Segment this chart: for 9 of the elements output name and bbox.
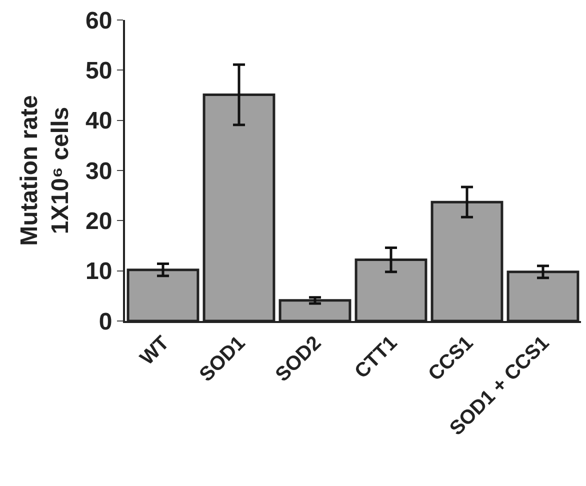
y-tick-label: 40 [85, 108, 112, 135]
y-tick-label: 60 [85, 7, 112, 34]
y-tick-label: 30 [85, 158, 112, 185]
y-tick-label: 20 [85, 208, 112, 236]
y-axis-title: Mutation rate 1X10⁶ cells [16, 95, 74, 246]
y-tick-label: 50 [85, 58, 112, 85]
y-tick-label: 10 [85, 258, 112, 286]
x-tick-label: WT [136, 332, 174, 370]
y-tick-label: 0 [98, 308, 112, 336]
